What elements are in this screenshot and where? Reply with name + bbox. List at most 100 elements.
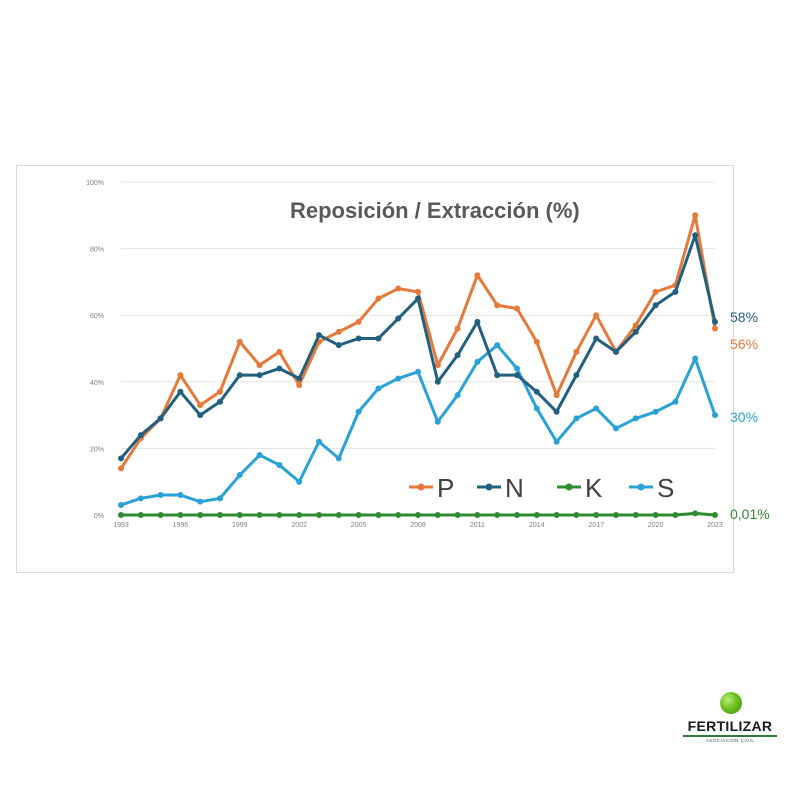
data-point-P	[632, 322, 639, 329]
data-point-N	[375, 335, 382, 342]
data-point-N	[276, 365, 283, 372]
legend-marker-N	[485, 483, 493, 491]
y-tick-label: 60%	[90, 313, 104, 320]
data-point-S	[672, 398, 679, 405]
data-point-P	[276, 348, 283, 355]
data-point-P	[514, 305, 520, 312]
data-point-S	[395, 375, 402, 382]
data-point-K	[316, 512, 322, 518]
data-point-S	[355, 408, 362, 415]
data-point-S	[712, 412, 718, 419]
data-point-N	[474, 318, 481, 325]
logo-ball-icon	[720, 692, 742, 714]
data-point-P	[533, 338, 540, 345]
x-tick-label: 2020	[648, 522, 664, 529]
x-tick-label: 1996	[173, 522, 189, 529]
data-point-S	[632, 415, 639, 422]
legend-marker-K	[565, 483, 573, 491]
end-label-S: 30%	[730, 409, 759, 425]
data-point-P	[573, 348, 580, 355]
data-point-S	[256, 452, 263, 459]
logo-name: FERTILIZAR	[687, 718, 773, 734]
data-point-P	[355, 318, 362, 325]
data-point-K	[533, 512, 540, 518]
data-point-K	[335, 512, 342, 518]
data-point-N	[355, 335, 362, 342]
data-point-N	[296, 375, 303, 382]
data-point-N	[434, 378, 441, 385]
data-point-K	[514, 512, 520, 518]
data-point-K	[118, 512, 124, 518]
x-tick-label: 1999	[232, 522, 248, 529]
data-point-K	[553, 512, 560, 518]
data-point-P	[217, 388, 223, 395]
y-tick-label: 0%	[94, 513, 104, 520]
y-tick-label: 40%	[90, 380, 104, 387]
data-point-S	[415, 368, 421, 375]
data-point-S	[236, 472, 243, 479]
data-point-S	[335, 455, 342, 462]
data-point-K	[296, 512, 303, 518]
x-tick-label: 2005	[351, 522, 367, 529]
x-tick-label: 1993	[113, 522, 129, 529]
data-point-N	[137, 432, 144, 439]
data-point-N	[395, 315, 402, 322]
data-point-P	[652, 288, 659, 295]
data-point-S	[434, 418, 441, 425]
data-point-K	[197, 512, 204, 518]
data-point-P	[434, 362, 441, 369]
data-point-K	[415, 512, 421, 518]
legend-label-N: N	[505, 473, 524, 503]
data-point-S	[197, 498, 204, 505]
data-point-P	[256, 362, 263, 369]
x-tick-label: 2011	[470, 522, 485, 529]
data-point-P	[395, 285, 402, 292]
data-point-S	[593, 405, 600, 412]
logo-divider	[683, 735, 777, 737]
data-point-N	[177, 388, 184, 395]
data-point-N	[118, 455, 124, 462]
data-point-P	[553, 392, 560, 399]
data-point-P	[593, 312, 600, 319]
data-point-K	[375, 512, 382, 518]
data-point-N	[692, 232, 699, 239]
y-tick-label: 100%	[86, 180, 104, 187]
data-point-K	[632, 512, 639, 518]
legend-label-S: S	[657, 473, 674, 503]
data-point-K	[217, 512, 223, 518]
legend-marker-S	[637, 483, 645, 491]
end-label-K: 0,01%	[730, 506, 770, 522]
data-point-K	[652, 512, 659, 518]
y-tick-label: 80%	[90, 247, 104, 254]
chart-title: Reposición / Extracción (%)	[290, 198, 580, 223]
data-point-S	[296, 478, 303, 485]
data-point-K	[434, 512, 441, 518]
data-point-S	[137, 495, 144, 502]
data-point-K	[672, 512, 679, 518]
data-point-S	[118, 502, 124, 509]
data-point-N	[514, 372, 520, 379]
data-point-N	[712, 318, 718, 325]
data-point-N	[157, 415, 164, 422]
data-point-N	[652, 302, 659, 309]
data-point-N	[236, 372, 243, 379]
data-point-N	[672, 288, 679, 295]
data-point-S	[217, 495, 223, 502]
data-point-K	[494, 512, 501, 518]
data-point-P	[474, 272, 481, 279]
data-point-S	[316, 438, 322, 445]
x-tick-label: 2023	[707, 522, 723, 529]
end-label-P: 56%	[730, 336, 759, 352]
data-point-S	[474, 358, 481, 365]
x-tick-label: 2002	[291, 522, 307, 529]
data-point-P	[692, 212, 699, 219]
data-point-K	[355, 512, 362, 518]
x-tick-label: 2017	[588, 522, 604, 529]
data-point-N	[454, 352, 461, 359]
data-point-S	[692, 355, 699, 362]
data-point-N	[553, 408, 560, 415]
data-point-S	[553, 438, 560, 445]
data-point-P	[236, 338, 243, 345]
data-point-P	[296, 382, 303, 389]
data-point-K	[395, 512, 402, 518]
